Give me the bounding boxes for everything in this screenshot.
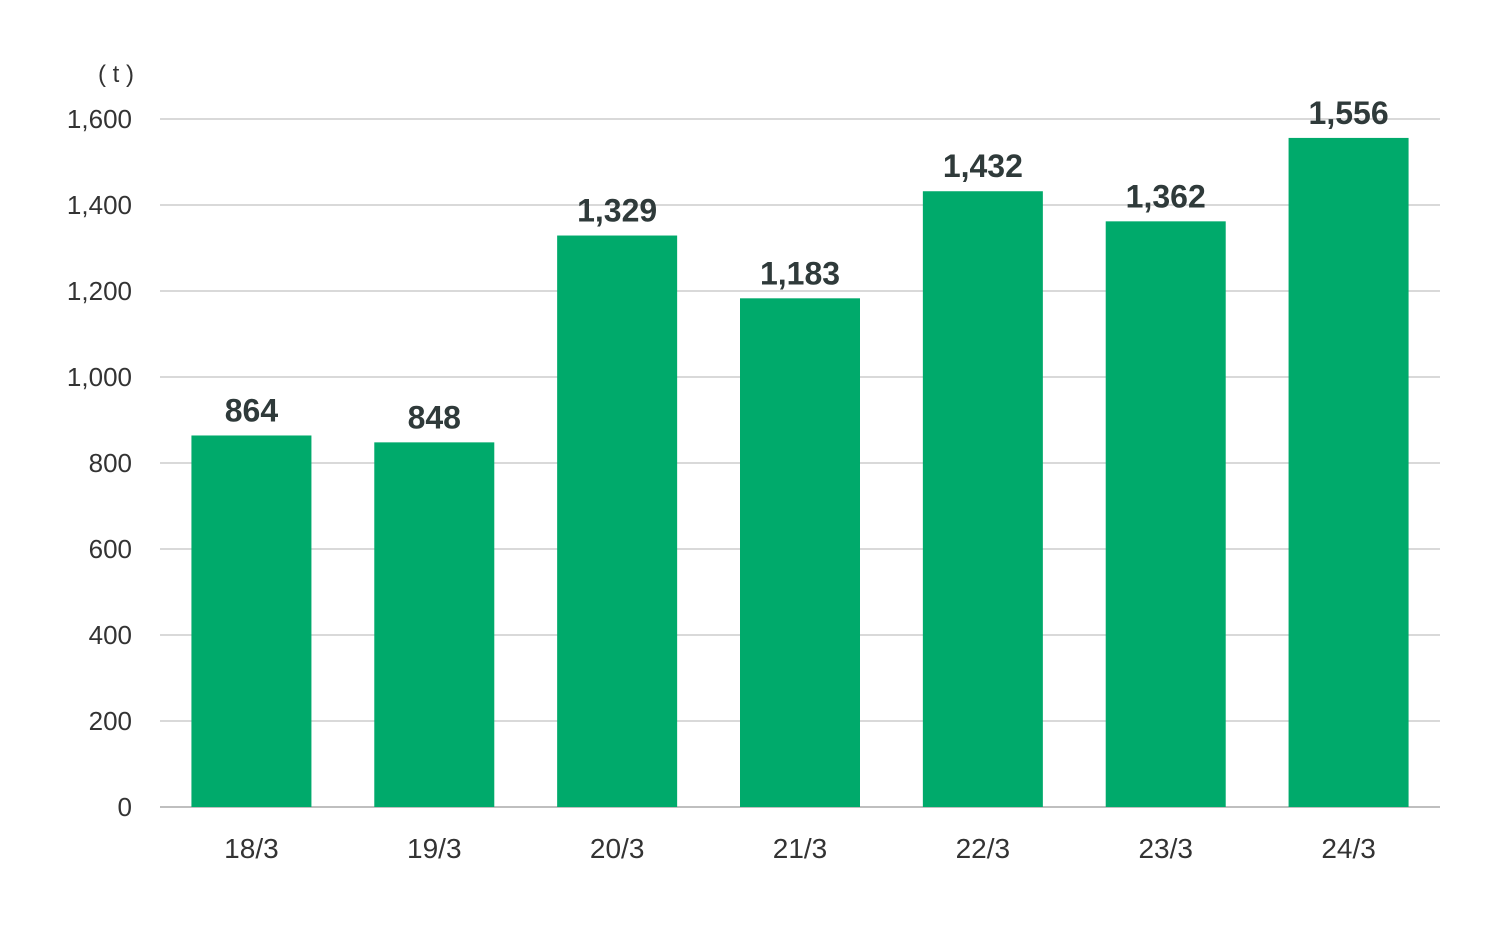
x-tick-label: 18/3 [224, 833, 279, 864]
bar [557, 235, 678, 807]
data-label: 1,432 [943, 148, 1023, 184]
x-tick-label: 21/3 [773, 833, 828, 864]
x-axis-ticks: 18/3 19/3 20/3 21/3 22/3 23/3 24/3 [224, 833, 1376, 864]
y-tick-label: 800 [89, 448, 132, 478]
data-label: 1,329 [577, 193, 657, 229]
y-tick-label: 0 [118, 792, 132, 822]
bar [1288, 137, 1409, 808]
data-label: 1,362 [1126, 178, 1206, 214]
x-tick-label: 22/3 [956, 833, 1011, 864]
data-label: 1,183 [760, 255, 840, 291]
y-tick-label: 200 [89, 706, 132, 736]
bar [740, 298, 860, 807]
y-tick-label: 1,000 [67, 362, 132, 392]
bar [922, 191, 1043, 808]
data-label: 864 [225, 392, 279, 428]
bar [191, 435, 312, 807]
bar [374, 442, 495, 807]
bar [1105, 221, 1226, 808]
data-label: 1,556 [1309, 95, 1389, 131]
bars [191, 137, 1409, 808]
y-tick-label: 1,600 [67, 104, 132, 134]
y-tick-label: 1,200 [67, 276, 132, 306]
y-tick-label: 1,400 [67, 190, 132, 220]
y-tick-label: 600 [89, 534, 132, 564]
x-tick-label: 19/3 [407, 833, 462, 864]
x-tick-label: 24/3 [1321, 833, 1376, 864]
x-tick-label: 23/3 [1138, 833, 1193, 864]
y-tick-label: 400 [89, 620, 132, 650]
x-tick-label: 20/3 [590, 833, 645, 864]
y-axis-unit-label: ( t ) [98, 61, 134, 88]
y-axis-ticks: 0 200 400 600 800 1,000 1,200 1,400 1,600 [67, 104, 132, 822]
data-labels: 864 848 1,329 1,183 1,432 1,362 1,556 [225, 95, 1389, 435]
data-label: 848 [408, 399, 461, 435]
